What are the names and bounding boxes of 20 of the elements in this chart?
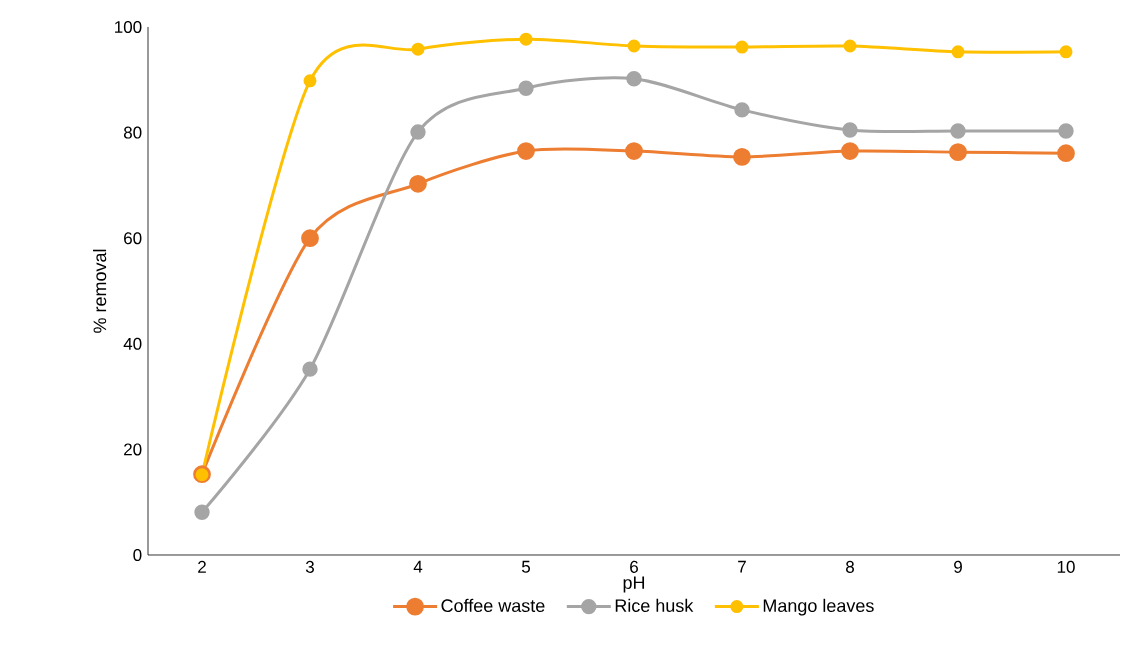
x-tick-label: 3 bbox=[305, 560, 314, 573]
legend-label: Rice husk bbox=[615, 598, 694, 613]
x-tick-label: 2 bbox=[198, 560, 206, 573]
legend-label: Mango leaves bbox=[763, 598, 874, 616]
x-tick-label: 8 bbox=[846, 560, 854, 573]
y-tick-label: 20 bbox=[124, 443, 142, 456]
x-tick-label: 7 bbox=[738, 560, 746, 573]
x-tick-label: 4 bbox=[413, 560, 423, 573]
y-tick-label: 60 bbox=[124, 232, 142, 245]
x-tick-label: 10 bbox=[1057, 560, 1075, 573]
y-tick-label: 80 bbox=[123, 126, 142, 139]
y-tick-label: 100 bbox=[115, 20, 142, 34]
x-tick-label: 6 bbox=[630, 560, 638, 573]
y-tick-label: 40 bbox=[123, 337, 142, 350]
y-tick-label: 0 bbox=[133, 548, 142, 562]
x-tick-label: 9 bbox=[954, 560, 962, 573]
x-axis-title: pH bbox=[623, 576, 645, 593]
y-axis-title: % removal bbox=[93, 249, 107, 333]
legend-label: Coffee waste bbox=[441, 598, 545, 613]
x-tick-label: 5 bbox=[521, 560, 531, 573]
